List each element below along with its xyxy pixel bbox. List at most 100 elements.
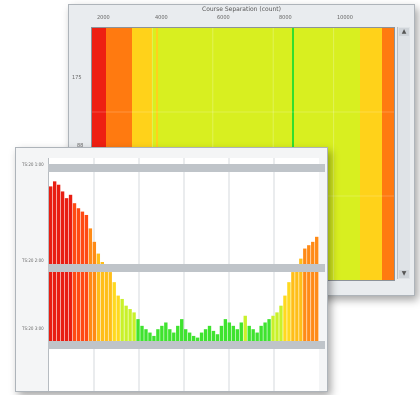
heatmap-column: [338, 28, 341, 280]
heatmap-column: [350, 28, 353, 280]
histogram-bar: [160, 325, 164, 346]
heatmap-column: [388, 28, 391, 280]
histogram-bar: [271, 315, 275, 346]
histogram-svg: [49, 158, 319, 391]
histogram-bar: [116, 295, 120, 346]
heatmap-column: [378, 28, 381, 280]
histogram-bar: [275, 312, 279, 346]
scroll-up-button[interactable]: ▲: [399, 28, 409, 36]
histogram-bar: [251, 329, 255, 346]
histogram-bar: [144, 329, 148, 346]
histogram-bar: [291, 272, 295, 346]
separator-band: [48, 341, 325, 349]
histogram-bar: [176, 325, 180, 346]
histogram-bar: [223, 319, 228, 346]
heatmap-column: [334, 28, 337, 280]
y-axis: 175 88: [69, 27, 91, 279]
panel-label: TS:20 1:00: [22, 162, 44, 167]
heatmap-column: [332, 28, 335, 280]
heatmap-column: [370, 28, 373, 280]
histogram-bar: [180, 319, 184, 346]
heatmap-column: [344, 28, 347, 280]
x-tick: 10000: [337, 15, 353, 21]
histogram-bar: [199, 332, 204, 346]
heatmap-column: [336, 28, 339, 280]
heatmap-column: [330, 28, 333, 280]
panel-label: TS:20 2:00: [22, 258, 44, 263]
histogram-bar: [315, 236, 319, 346]
histogram-bar: [100, 262, 104, 346]
x-tick: 4000: [155, 15, 168, 21]
histogram-bar: [311, 241, 315, 346]
scroll-down-button[interactable]: ▼: [399, 270, 409, 278]
histogram-bar: [152, 335, 156, 346]
heatmap-column: [374, 28, 377, 280]
heatmap-column: [372, 28, 375, 280]
histogram-bar: [108, 272, 112, 346]
histogram-plot: [48, 158, 319, 391]
heatmap-column: [362, 28, 365, 280]
histogram-bar: [283, 295, 287, 346]
histogram-bar: [239, 322, 243, 346]
histogram-bar: [156, 329, 160, 346]
heatmap-column: [364, 28, 367, 280]
heatmap-column: [354, 28, 357, 280]
vertical-scrollbar[interactable]: ▲ ▼: [397, 27, 410, 279]
histogram-bar: [88, 228, 93, 346]
histogram-bar: [120, 298, 124, 346]
histogram-bar: [136, 319, 140, 346]
histogram-bar: [267, 319, 271, 346]
heatmap-column: [376, 28, 379, 280]
heatmap-column: [342, 28, 345, 280]
heatmap-column: [386, 28, 389, 280]
histogram-bar: [307, 245, 311, 346]
separator-band: [48, 264, 325, 272]
heatmap-column: [352, 28, 355, 280]
histogram-bar: [299, 258, 303, 346]
histogram-bar: [191, 335, 196, 346]
heatmap-column: [380, 28, 383, 280]
histogram-bar: [219, 325, 224, 346]
histogram-bar: [184, 329, 188, 346]
histogram-bar: [187, 332, 192, 346]
heatmap-column: [346, 28, 349, 280]
histogram-bar: [279, 305, 283, 346]
x-tick: 2000: [97, 15, 110, 21]
histogram-bar: [84, 214, 89, 346]
histogram-bar: [96, 253, 101, 346]
y-tick: 88: [77, 143, 84, 149]
histogram-bar: [172, 332, 176, 346]
histogram-bar: [148, 332, 152, 346]
histogram-bar: [211, 330, 216, 346]
heatmap-column: [358, 28, 361, 280]
histogram-bar: [231, 325, 236, 346]
histogram-bar: [259, 325, 263, 346]
histogram-bar: [92, 241, 97, 346]
histogram-bar: [215, 334, 220, 346]
histogram-bar: [227, 322, 232, 346]
heatmap-column: [392, 28, 394, 280]
histogram-bar: [140, 325, 144, 346]
histogram-bar: [207, 325, 212, 346]
histogram-bar: [64, 198, 69, 346]
histogram-bar: [76, 208, 81, 346]
heatmap-column: [366, 28, 369, 280]
histogram-bar: [72, 203, 77, 346]
heatmap-column: [390, 28, 393, 280]
histogram-bar: [255, 332, 259, 346]
histogram-bar: [263, 322, 267, 346]
histogram-bar: [243, 315, 247, 346]
histogram-bar: [104, 268, 108, 346]
heatmap-column: [348, 28, 351, 280]
histogram-bar: [80, 211, 85, 346]
histogram-bar: [303, 248, 307, 346]
histogram-bar: [247, 325, 251, 346]
histogram-bar: [168, 329, 172, 346]
heatmap-column: [356, 28, 359, 280]
histogram-bar: [164, 322, 168, 346]
x-tick: 8000: [279, 15, 292, 21]
heatmap-column: [384, 28, 387, 280]
heatmap-column: [340, 28, 343, 280]
panel-label: TS:20 3:00: [22, 326, 44, 331]
y-tick: 175: [72, 75, 82, 81]
